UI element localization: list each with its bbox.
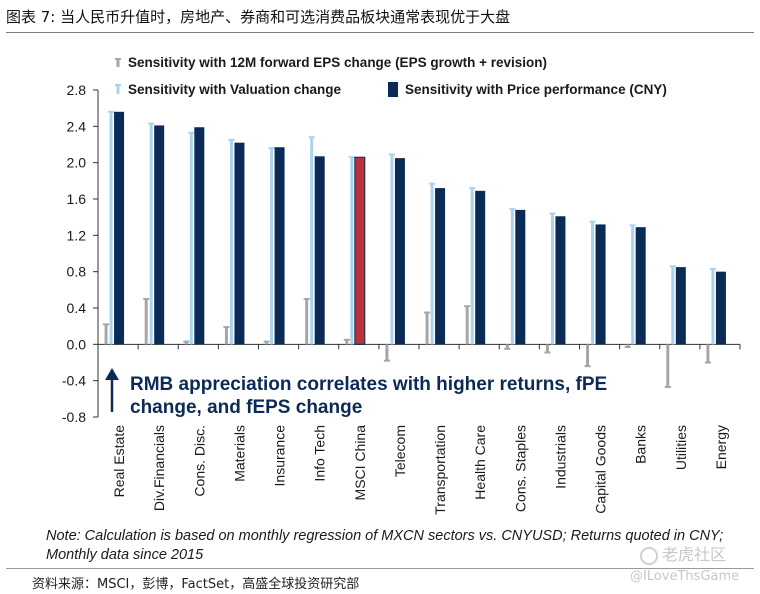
y-tick-label: 1.2 bbox=[67, 227, 87, 243]
x-category-label: Transportation bbox=[432, 425, 448, 515]
y-tick-label: 2.4 bbox=[67, 118, 87, 134]
y-tick-label: 0.4 bbox=[67, 300, 87, 316]
x-category-label: Div.Financials bbox=[151, 425, 167, 511]
x-category-label: Materials bbox=[231, 425, 247, 482]
x-category-label: Real Estate bbox=[111, 425, 127, 498]
bar-price bbox=[435, 188, 446, 345]
plot-area: -0.8 -0.4 0.0 0.4 0.8 1.2 1.6 2.0 2.4 2.8 Real Est… bbox=[62, 82, 741, 515]
bar-price bbox=[194, 127, 205, 345]
x-category-label: Capital Goods bbox=[593, 425, 609, 514]
title-divider bbox=[6, 32, 754, 33]
y-tick-label: 1.6 bbox=[67, 191, 87, 207]
x-category-label: Energy bbox=[713, 425, 729, 469]
x-category-label: Telecom bbox=[392, 425, 408, 477]
x-category-label: Info Tech bbox=[312, 425, 328, 482]
bar-price bbox=[555, 216, 566, 345]
x-category-label: Insurance bbox=[272, 425, 288, 487]
watermark-user: @ILoveThsGame bbox=[630, 569, 740, 584]
annotation-line-2: change, and fEPS change bbox=[130, 397, 362, 418]
watermark-icon bbox=[640, 546, 658, 565]
annotation: RMB appreciation correlates with higher … bbox=[105, 368, 607, 418]
bar-price bbox=[515, 209, 526, 345]
chart-note: Note: Calculation is based on monthly re… bbox=[46, 528, 724, 563]
x-category-label: Cons. Disc. bbox=[191, 425, 207, 497]
bar-price bbox=[114, 111, 125, 345]
bar-price bbox=[595, 224, 606, 345]
sector-sensitivity-chart: Sensitivity with 12M forward EPS change … bbox=[62, 55, 741, 515]
annotation-line-1: RMB appreciation correlates with higher … bbox=[130, 374, 607, 395]
legend-item-valuation: Sensitivity with Valuation change bbox=[115, 82, 342, 97]
x-category-label: Industrials bbox=[552, 425, 568, 489]
watermark-logo-text: 老虎社区 bbox=[662, 545, 727, 564]
bar-price bbox=[715, 271, 726, 345]
y-tick-label: 2.0 bbox=[67, 155, 87, 171]
y-tick-label: 2.8 bbox=[67, 82, 87, 98]
legend-item-eps: Sensitivity with 12M forward EPS change … bbox=[115, 55, 547, 70]
x-category-label: Health Care bbox=[472, 425, 488, 500]
y-tick-label: -0.8 bbox=[62, 409, 86, 425]
bar-price bbox=[354, 156, 366, 345]
annotation-arrowhead bbox=[105, 368, 119, 380]
bar-price bbox=[274, 147, 285, 345]
bar-price bbox=[475, 190, 486, 345]
legend-price-label: Sensitivity with Price performance (CNY) bbox=[405, 82, 667, 97]
legend-item-price: Sensitivity with Price performance (CNY) bbox=[388, 82, 667, 97]
bar-price bbox=[394, 158, 405, 345]
y-tick-label: -0.4 bbox=[62, 373, 86, 389]
bar-price bbox=[635, 227, 646, 345]
bar-price bbox=[314, 156, 325, 345]
y-tick-label: 0.8 bbox=[67, 264, 87, 280]
x-category-label: MSCI China bbox=[352, 425, 368, 501]
x-category-label: Cons. Staples bbox=[512, 425, 528, 512]
legend-valuation-label: Sensitivity with Valuation change bbox=[128, 82, 342, 97]
x-category-label: Banks bbox=[633, 425, 649, 464]
x-category-label: Utilities bbox=[673, 425, 689, 470]
source-text: 资料来源：MSCI，彭博，FactSet，高盛全球投资研究部 bbox=[32, 577, 360, 592]
bar-price bbox=[154, 125, 165, 345]
legend-price-swatch bbox=[388, 82, 398, 97]
y-tick-label: 0.0 bbox=[67, 336, 87, 352]
figure-title: 图表 7: 当人民币升值时，房地产、券商和可选消费品板块通常表现优于大盘 bbox=[6, 8, 511, 26]
legend-eps-label: Sensitivity with 12M forward EPS change … bbox=[128, 55, 547, 70]
bar-price bbox=[234, 142, 245, 345]
footer-divider bbox=[6, 568, 754, 569]
watermark-logo: 老虎社区 bbox=[640, 541, 726, 565]
bar-price bbox=[675, 267, 686, 345]
legend: Sensitivity with 12M forward EPS change … bbox=[115, 55, 667, 97]
